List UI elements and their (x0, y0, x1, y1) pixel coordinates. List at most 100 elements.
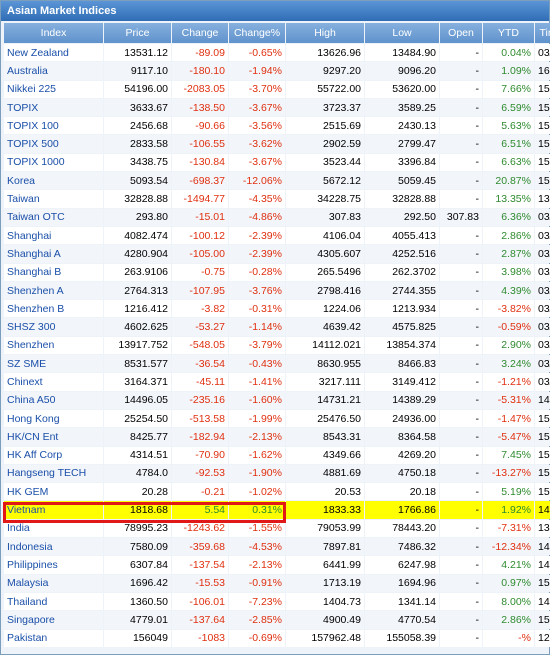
table-row[interactable]: HK GEM 20.28 -0.21 -1.02% 20.53 20.18-5.19% 15… (4, 483, 550, 500)
index-name-link[interactable]: Australia (4, 62, 103, 79)
index-name-link[interactable]: TOPIX 500 (4, 135, 103, 152)
table-row[interactable]: Australia 9117.10 -180.10 -1.94% 9297.20 9096… (4, 62, 550, 79)
cell-price: 263.9106 (104, 264, 171, 281)
table-row[interactable]: Nikkei 225 54196.00 -2083.05 -3.70% 55722.00… (4, 81, 550, 98)
table-row[interactable]: Shanghai B 263.9106 -0.75 -0.28% 265.5496 262… (4, 264, 550, 281)
cell-price: 13917.752 (104, 337, 171, 354)
table-row[interactable]: Philippines 6307.84 -137.54 -2.13% 6441.99 62… (4, 556, 550, 573)
index-name-link[interactable]: Pakistan (4, 630, 103, 647)
cell-open: - (440, 373, 482, 390)
cell-change: -70.90 (172, 447, 228, 464)
index-name-link[interactable]: SZ SME (4, 355, 103, 372)
table-row[interactable]: China A50 14496.05 -235.16 -1.60% 14731.21 14… (4, 392, 550, 409)
cell-time: 03/04 (535, 227, 550, 244)
index-name-link[interactable]: Shanghai A (4, 245, 103, 262)
index-name-link[interactable]: Chinext (4, 373, 103, 390)
table-row[interactable]: Shanghai 4082.474 -100.12 -2.39% 4106.04 4055… (4, 227, 550, 244)
index-name-link[interactable]: TOPIX 100 (4, 117, 103, 134)
cell-price: 1818.68 (104, 501, 171, 518)
cell-ytd: 5.63% (483, 117, 534, 134)
table-row[interactable]: SHSZ 300 4602.625 -53.27 -1.14% 4639.42 4575.… (4, 318, 550, 335)
table-row[interactable]: Hangseng TECH 4784.0 -92.53 -1.90% 4881.69 47… (4, 465, 550, 482)
cell-price: 54196.00 (104, 81, 171, 98)
index-name-link[interactable]: Malaysia (4, 575, 103, 592)
table-row[interactable]: Shanghai A 4280.904 -105.00 -2.39% 4305.607 4… (4, 245, 550, 262)
index-name-link[interactable]: Nikkei 225 (4, 81, 103, 98)
index-name-link[interactable]: HK GEM (4, 483, 103, 500)
table-row[interactable]: Shenzhen 13917.752 -548.05 -3.79% 14112.021 1… (4, 337, 550, 354)
cell-ytd: 6.36% (483, 209, 534, 226)
index-name-link[interactable]: TOPIX 1000 (4, 154, 103, 171)
index-name-link[interactable]: Shenzhen B (4, 300, 103, 317)
index-name-link[interactable]: Shanghai (4, 227, 103, 244)
table-row[interactable]: Pakistan 156049 -1083 -0.69% 157962.48 155058… (4, 630, 550, 647)
table-row[interactable]: Vietnam 1818.68 5.54 0.31% 1833.33 1766.86-1.… (4, 501, 550, 518)
index-name-link[interactable]: Hangseng TECH (4, 465, 103, 482)
table-row[interactable]: TOPIX 1000 3438.75 -130.84 -3.67% 3523.44 339… (4, 154, 550, 171)
index-name-link[interactable]: SHSZ 300 (4, 318, 103, 335)
index-name-link[interactable]: Shenzhen (4, 337, 103, 354)
index-name-link[interactable]: Thailand (4, 593, 103, 610)
index-name-link[interactable]: New Zealand (4, 44, 103, 61)
cell-price: 3633.67 (104, 99, 171, 116)
cell-ytd: 2.90% (483, 337, 534, 354)
cell-price: 32828.88 (104, 190, 171, 207)
index-name-link[interactable]: Taiwan OTC (4, 209, 103, 226)
column-header-index[interactable]: Index (4, 23, 103, 43)
cell-time: 16:04 (535, 62, 550, 79)
column-header-price[interactable]: Price (104, 23, 171, 43)
index-name-link[interactable]: Shanghai B (4, 264, 103, 281)
cell-price: 1360.50 (104, 593, 171, 610)
table-row[interactable]: Shenzhen A 2764.313 -107.95 -3.76% 2798.416 2… (4, 282, 550, 299)
table-row[interactable]: Chinext 3164.371 -45.11 -1.41% 3217.111 3149.… (4, 373, 550, 390)
cell-price: 3164.371 (104, 373, 171, 390)
column-header-time[interactable]: Time (535, 23, 550, 43)
table-row[interactable]: Indonesia 7580.09 -359.68 -4.53% 7897.81 7486… (4, 538, 550, 555)
index-name-link[interactable]: TOPIX (4, 99, 103, 116)
index-name-link[interactable]: China A50 (4, 392, 103, 409)
table-row[interactable]: New Zealand 13531.12 -89.09 -0.65% 13626.96 1… (4, 44, 550, 61)
table-row[interactable]: Singapore 4779.01 -137.64 -2.85% 4900.49 4770… (4, 611, 550, 628)
column-header-high[interactable]: High (286, 23, 364, 43)
cell-ytd: 2.87% (483, 245, 534, 262)
column-header-ytd[interactable]: YTD (483, 23, 534, 43)
index-name-link[interactable]: Taiwan (4, 190, 103, 207)
index-name-link[interactable]: Hong Kong (4, 410, 103, 427)
index-name-link[interactable]: Philippines (4, 556, 103, 573)
cell-high: 2902.59 (286, 135, 364, 152)
table-row[interactable]: TOPIX 3633.67 -138.50 -3.67% 3723.37 3589.25-… (4, 99, 550, 116)
index-name-link[interactable]: Vietnam (4, 501, 103, 518)
index-name-link[interactable]: HK/CN Ent (4, 428, 103, 445)
table-row[interactable]: SZ SME 8531.577 -36.54 -0.43% 8630.955 8466.8… (4, 355, 550, 372)
index-name-link[interactable]: India (4, 520, 103, 537)
index-name-link[interactable]: HK Aff Corp (4, 447, 103, 464)
table-row[interactable]: HK Aff Corp 4314.51 -70.90 -1.62% 4349.66 426… (4, 447, 550, 464)
cell-change: -45.11 (172, 373, 228, 390)
column-header-open[interactable]: Open (440, 23, 482, 43)
table-row[interactable]: Malaysia 1696.42 -15.53 -0.91% 1713.19 1694.9… (4, 575, 550, 592)
column-header-change[interactable]: Change (172, 23, 228, 43)
table-row[interactable]: TOPIX 500 2833.58 -106.55 -3.62% 2902.59 2799… (4, 135, 550, 152)
cell-ytd: 0.04% (483, 44, 534, 61)
table-row[interactable]: TOPIX 100 2456.68 -90.66 -3.56% 2515.69 2430.… (4, 117, 550, 134)
index-name-link[interactable]: Singapore (4, 611, 103, 628)
cell-open: - (440, 337, 482, 354)
column-header-low[interactable]: Low (365, 23, 439, 43)
table-row[interactable]: Korea 5093.54 -698.37 -12.06% 5672.12 5059.45… (4, 172, 550, 189)
table-row[interactable]: Taiwan 32828.88 -1494.77 -4.35% 34228.75 3282… (4, 190, 550, 207)
cell-price: 2833.58 (104, 135, 171, 152)
column-header-change-pct[interactable]: Change% (229, 23, 285, 43)
index-name-link[interactable]: Indonesia (4, 538, 103, 555)
table-row[interactable]: Thailand 1360.50 -106.01 -7.23% 1404.73 1341.… (4, 593, 550, 610)
table-row[interactable]: Hong Kong 25254.50 -513.58 -1.99% 25476.50 24… (4, 410, 550, 427)
table-row[interactable]: Taiwan OTC 293.80 -15.01 -4.86% 307.83 292.50… (4, 209, 550, 226)
index-name-link[interactable]: Shenzhen A (4, 282, 103, 299)
index-name-link[interactable]: Korea (4, 172, 103, 189)
cell-high: 20.53 (286, 483, 364, 500)
cell-price: 1696.42 (104, 575, 171, 592)
table-row[interactable]: HK/CN Ent 8425.77 -182.94 -2.13% 8543.31 8364… (4, 428, 550, 445)
cell-ytd: -1.47% (483, 410, 534, 427)
cell-low: 24936.00 (365, 410, 439, 427)
table-row[interactable]: India 78995.23 -1243.62 -1.55% 79053.99 78443… (4, 520, 550, 537)
table-row[interactable]: Shenzhen B 1216.412 -3.82 -0.31% 1224.06 1213… (4, 300, 550, 317)
